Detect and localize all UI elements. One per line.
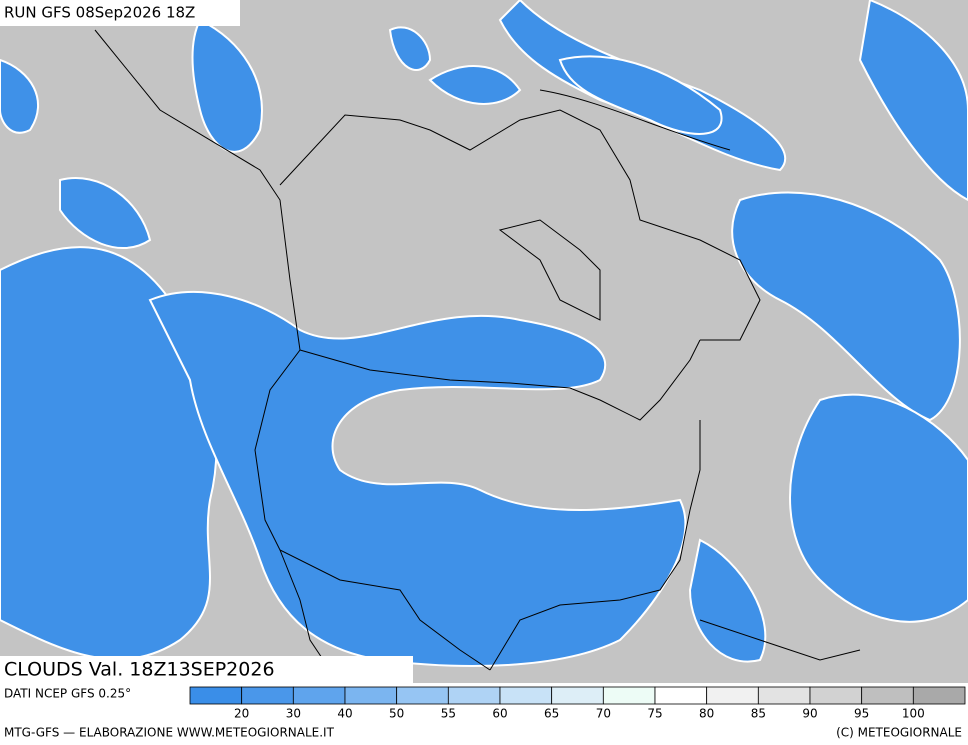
legend-swatch — [499, 686, 553, 705]
legend-label: 95 — [854, 707, 869, 721]
footer-left: MTG-GFS — ELABORAZIONE WWW.METEOGIORNALE… — [4, 726, 335, 740]
legend: 20 30 40 50 55 60 65 70 75 80 85 90 95 100 — [189, 686, 966, 721]
legend-swatch — [757, 686, 811, 705]
run-box — [0, 0, 240, 26]
legend-label: 100 — [902, 707, 925, 721]
legend-swatch — [189, 686, 243, 705]
legend-swatch — [912, 686, 966, 705]
legend-label: 80 — [699, 707, 714, 721]
field-label: CLOUDS Val. 18Z13SEP2026 — [4, 659, 275, 681]
legend-label: 40 — [337, 707, 352, 721]
legend-label: 65 — [544, 707, 559, 721]
field-box — [0, 656, 413, 683]
legend-label: 85 — [751, 707, 766, 721]
legend-swatch — [241, 686, 294, 705]
source-label: DATI NCEP GFS 0.25° — [4, 687, 131, 701]
run-label: RUN GFS 08Sep2026 18Z — [4, 4, 195, 22]
legend-label: 20 — [234, 707, 249, 721]
legend-label: 50 — [389, 707, 404, 721]
legend-swatch — [654, 686, 708, 705]
legend-label: 30 — [286, 707, 301, 721]
legend-label: 60 — [492, 707, 507, 721]
legend-label: 90 — [802, 707, 817, 721]
legend-swatch — [706, 686, 759, 705]
legend-swatch — [861, 686, 914, 705]
legend-label: 55 — [441, 707, 456, 721]
legend-swatch — [344, 686, 398, 705]
legend-swatch — [396, 686, 449, 705]
legend-swatch — [551, 686, 604, 705]
legend-swatch — [602, 686, 656, 705]
legend-swatch — [292, 686, 346, 705]
legend-label: 75 — [647, 707, 662, 721]
legend-swatch — [447, 686, 501, 705]
footer-right: (C) METEOGIORNALE — [836, 726, 962, 740]
legend-swatch — [809, 686, 863, 705]
legend-label: 70 — [596, 707, 611, 721]
map — [0, 0, 968, 683]
